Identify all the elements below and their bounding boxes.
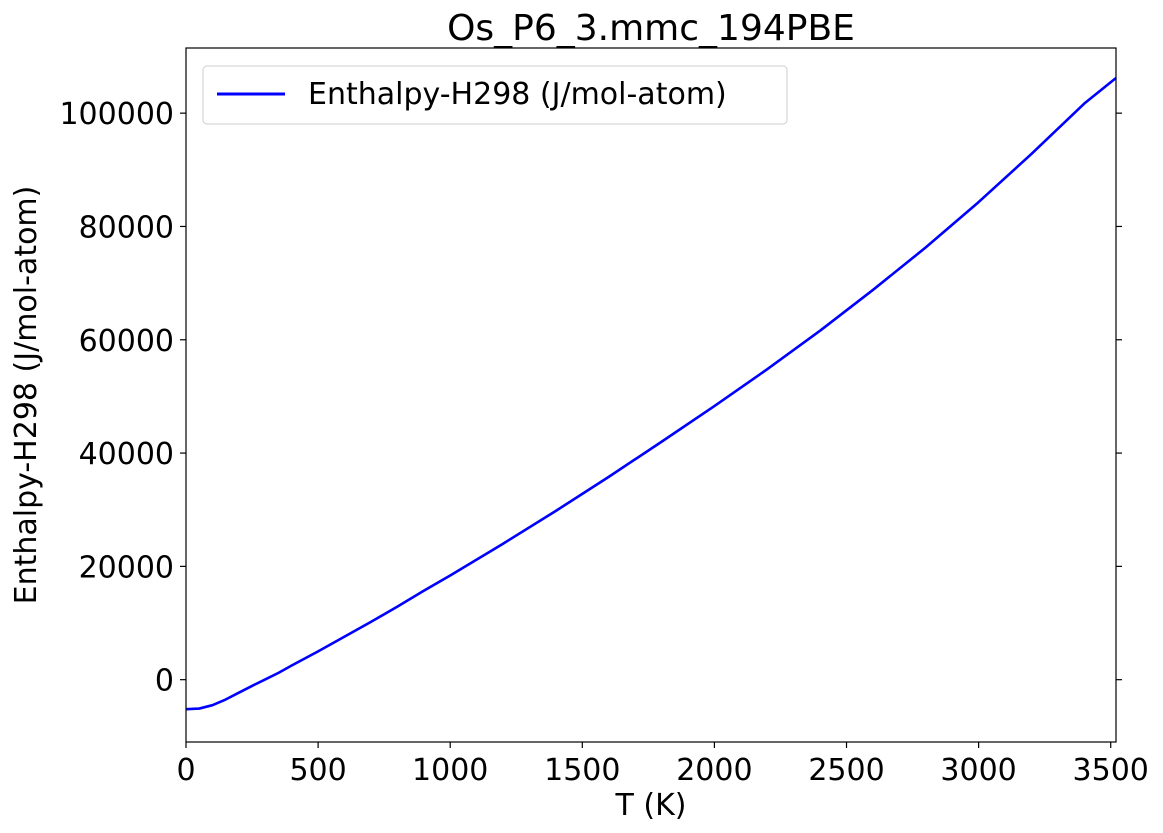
y-tick-label: 20000	[79, 550, 174, 585]
y-tick-label: 100000	[59, 97, 174, 132]
legend-label: Enthalpy-H298 (J/mol-atom)	[308, 77, 727, 112]
x-tick-label: 1000	[412, 753, 488, 788]
legend-box	[202, 65, 788, 125]
chart-title: Os_P6_3.mmc_194PBE	[447, 8, 855, 49]
x-tick-label: 1500	[544, 753, 620, 788]
x-tick-label: 500	[289, 753, 346, 788]
plot-frame	[185, 47, 1117, 743]
x-tick-label: 3000	[940, 753, 1016, 788]
y-tick-label: 40000	[79, 437, 174, 472]
x-tick-label: 3500	[1073, 753, 1149, 788]
x-tick-label: 2000	[676, 753, 752, 788]
plot-area	[186, 48, 1116, 742]
y-tick-label: 80000	[79, 210, 174, 245]
series-line-0	[185, 77, 1117, 711]
x-tick-label: 0	[176, 753, 195, 788]
y-axis-ticks: 0 20000 40000 60000 80000 100000	[59, 97, 1122, 699]
y-tick-label: 60000	[79, 324, 174, 359]
x-tick-label: 2500	[808, 753, 884, 788]
y-axis-label: Enthalpy-H298 (J/mol-atom)	[9, 186, 44, 605]
legend: Enthalpy-H298 (J/mol-atom)	[202, 65, 788, 125]
series-layer	[185, 77, 1117, 711]
x-axis-label: T (K)	[615, 788, 687, 823]
y-tick-label: 0	[155, 664, 174, 699]
x-axis-ticks: 0 500 1000 1500 2000 2500 3000 3500	[176, 742, 1149, 788]
